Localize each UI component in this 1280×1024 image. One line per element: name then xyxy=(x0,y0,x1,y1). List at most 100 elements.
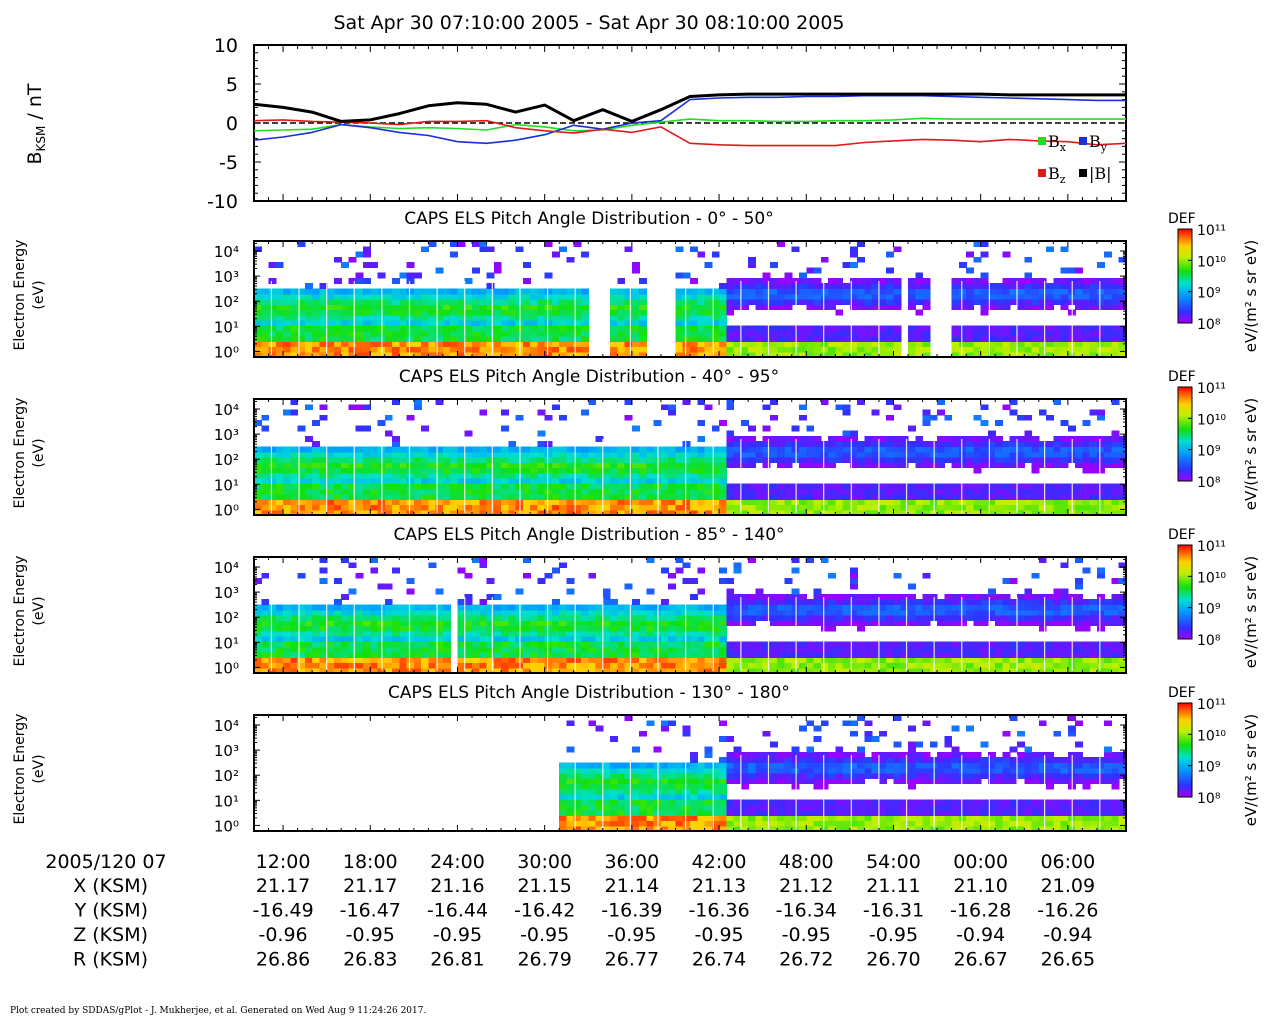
spectrogram-cell xyxy=(719,625,727,632)
spectrogram-cell xyxy=(937,435,945,442)
spectrogram-cell xyxy=(951,335,960,342)
spectrogram-cell xyxy=(1089,304,1098,311)
spectrogram-cell xyxy=(682,399,691,405)
spectrogram-cell xyxy=(399,488,408,495)
legend-label-main: B xyxy=(1048,132,1060,151)
spectrogram-cell xyxy=(428,335,437,342)
spectrogram-cell xyxy=(435,504,444,511)
spectrogram-cell xyxy=(958,441,967,448)
spectrogram-cell xyxy=(639,293,647,300)
spectrogram-cell xyxy=(631,293,640,300)
spectrogram-cell xyxy=(442,330,451,337)
spectrogram-cell xyxy=(719,493,727,500)
spectrogram-cell xyxy=(784,299,793,305)
spectrogram-cell xyxy=(813,599,822,606)
spectrogram-cell xyxy=(842,615,851,621)
spectrogram-cell xyxy=(559,630,568,637)
spectrogram-cell xyxy=(617,499,626,506)
spectrogram-cell xyxy=(1017,446,1025,453)
spectrogram-cell xyxy=(1017,304,1025,311)
spectrogram-cell xyxy=(690,488,698,495)
spectrogram-cell xyxy=(355,625,364,632)
spectrogram-cell xyxy=(363,251,371,258)
spectrogram-cell xyxy=(675,641,684,648)
spectrogram-cell xyxy=(355,293,364,300)
spectrogram-cell xyxy=(268,615,277,621)
spectrogram-cell xyxy=(900,615,909,621)
spectrogram-cell xyxy=(559,457,568,463)
spectrogram-cell xyxy=(515,246,524,253)
spectrogram-cell xyxy=(363,609,371,616)
spectrogram-cell xyxy=(457,488,466,495)
spectrogram-cell xyxy=(283,499,291,506)
spectrogram-cell xyxy=(835,288,844,295)
spectrogram-cell xyxy=(602,641,611,648)
spectrogram-cell xyxy=(784,620,793,627)
spectrogram-cell xyxy=(1031,483,1040,490)
spectrogram-cell xyxy=(392,636,400,642)
spectrogram-cell xyxy=(1060,420,1069,426)
spectrogram-cell xyxy=(777,615,786,621)
spectrogram-cell xyxy=(479,335,488,342)
spectrogram-cell xyxy=(261,615,270,621)
spectrogram-cell xyxy=(922,488,931,495)
spectrogram-cell xyxy=(799,451,807,458)
spectrogram-cell xyxy=(624,467,633,474)
spectrogram-cell xyxy=(886,599,895,606)
spectrogram-cell xyxy=(871,615,880,621)
spectrogram-cell xyxy=(769,651,778,658)
spectrogram-cell xyxy=(1038,283,1047,290)
spectrogram-cell xyxy=(290,499,299,506)
legend-swatch-y xyxy=(1079,137,1087,145)
spectrogram-cell xyxy=(799,662,807,669)
spectrogram-cell xyxy=(551,488,560,495)
spectrogram-cell xyxy=(682,488,691,495)
spectrogram-cell xyxy=(464,604,473,611)
spectrogram-cell xyxy=(646,509,655,516)
spectrogram-cell xyxy=(363,335,371,342)
spectrogram-cell xyxy=(915,462,924,469)
spectrogram-cell xyxy=(530,446,538,453)
spectrogram-y-label-unit: (eV) xyxy=(31,280,47,309)
spectrogram-cell xyxy=(392,504,400,511)
spectrogram-cell xyxy=(559,299,568,305)
spectrogram-cell xyxy=(1046,488,1054,495)
spectrogram-cell xyxy=(1060,267,1069,274)
spectrogram-cell xyxy=(806,293,815,300)
spectrogram-cell xyxy=(348,620,357,627)
spectrogram-cell xyxy=(624,446,633,453)
spectrogram-cell xyxy=(1009,325,1018,332)
spectrogram-cell xyxy=(748,641,756,648)
spectrogram-cell xyxy=(878,304,887,311)
spectrogram-cell xyxy=(1111,457,1120,463)
spectrogram-cell xyxy=(951,435,960,442)
spectrogram-cell xyxy=(392,615,400,621)
spectrogram-cell xyxy=(1002,441,1011,448)
spectrogram-cell xyxy=(275,651,284,658)
spectrogram-cell xyxy=(1104,299,1113,305)
spectrogram-cell xyxy=(522,320,531,326)
spectrogram-cell xyxy=(283,615,291,621)
spectrogram-cell xyxy=(908,509,916,516)
spectrogram-cell xyxy=(711,335,720,342)
spectrogram-cell xyxy=(922,462,931,469)
spectrogram-cell xyxy=(472,457,480,463)
spectrogram-cell xyxy=(486,593,495,600)
spectrogram-cell xyxy=(377,272,386,279)
spectrogram-cell xyxy=(980,457,989,463)
spectrogram-cell xyxy=(261,341,270,348)
spectrogram-cell xyxy=(399,446,408,453)
spectrogram-cell xyxy=(333,277,342,284)
spectrogram-cell xyxy=(551,630,560,637)
spectrogram-cell xyxy=(915,435,924,442)
spectrogram-cell xyxy=(1017,462,1025,469)
spectrogram-cell xyxy=(748,256,756,263)
spectrogram-cell xyxy=(1031,351,1040,358)
spectrogram-cell xyxy=(428,625,437,632)
spectrogram-cell xyxy=(697,330,706,337)
spectrogram-cell xyxy=(668,446,677,453)
spectrogram-cell xyxy=(581,483,589,490)
spectrogram-cell xyxy=(472,667,480,674)
spectrogram-cell xyxy=(1024,293,1033,300)
spectrogram-cell xyxy=(530,630,538,637)
